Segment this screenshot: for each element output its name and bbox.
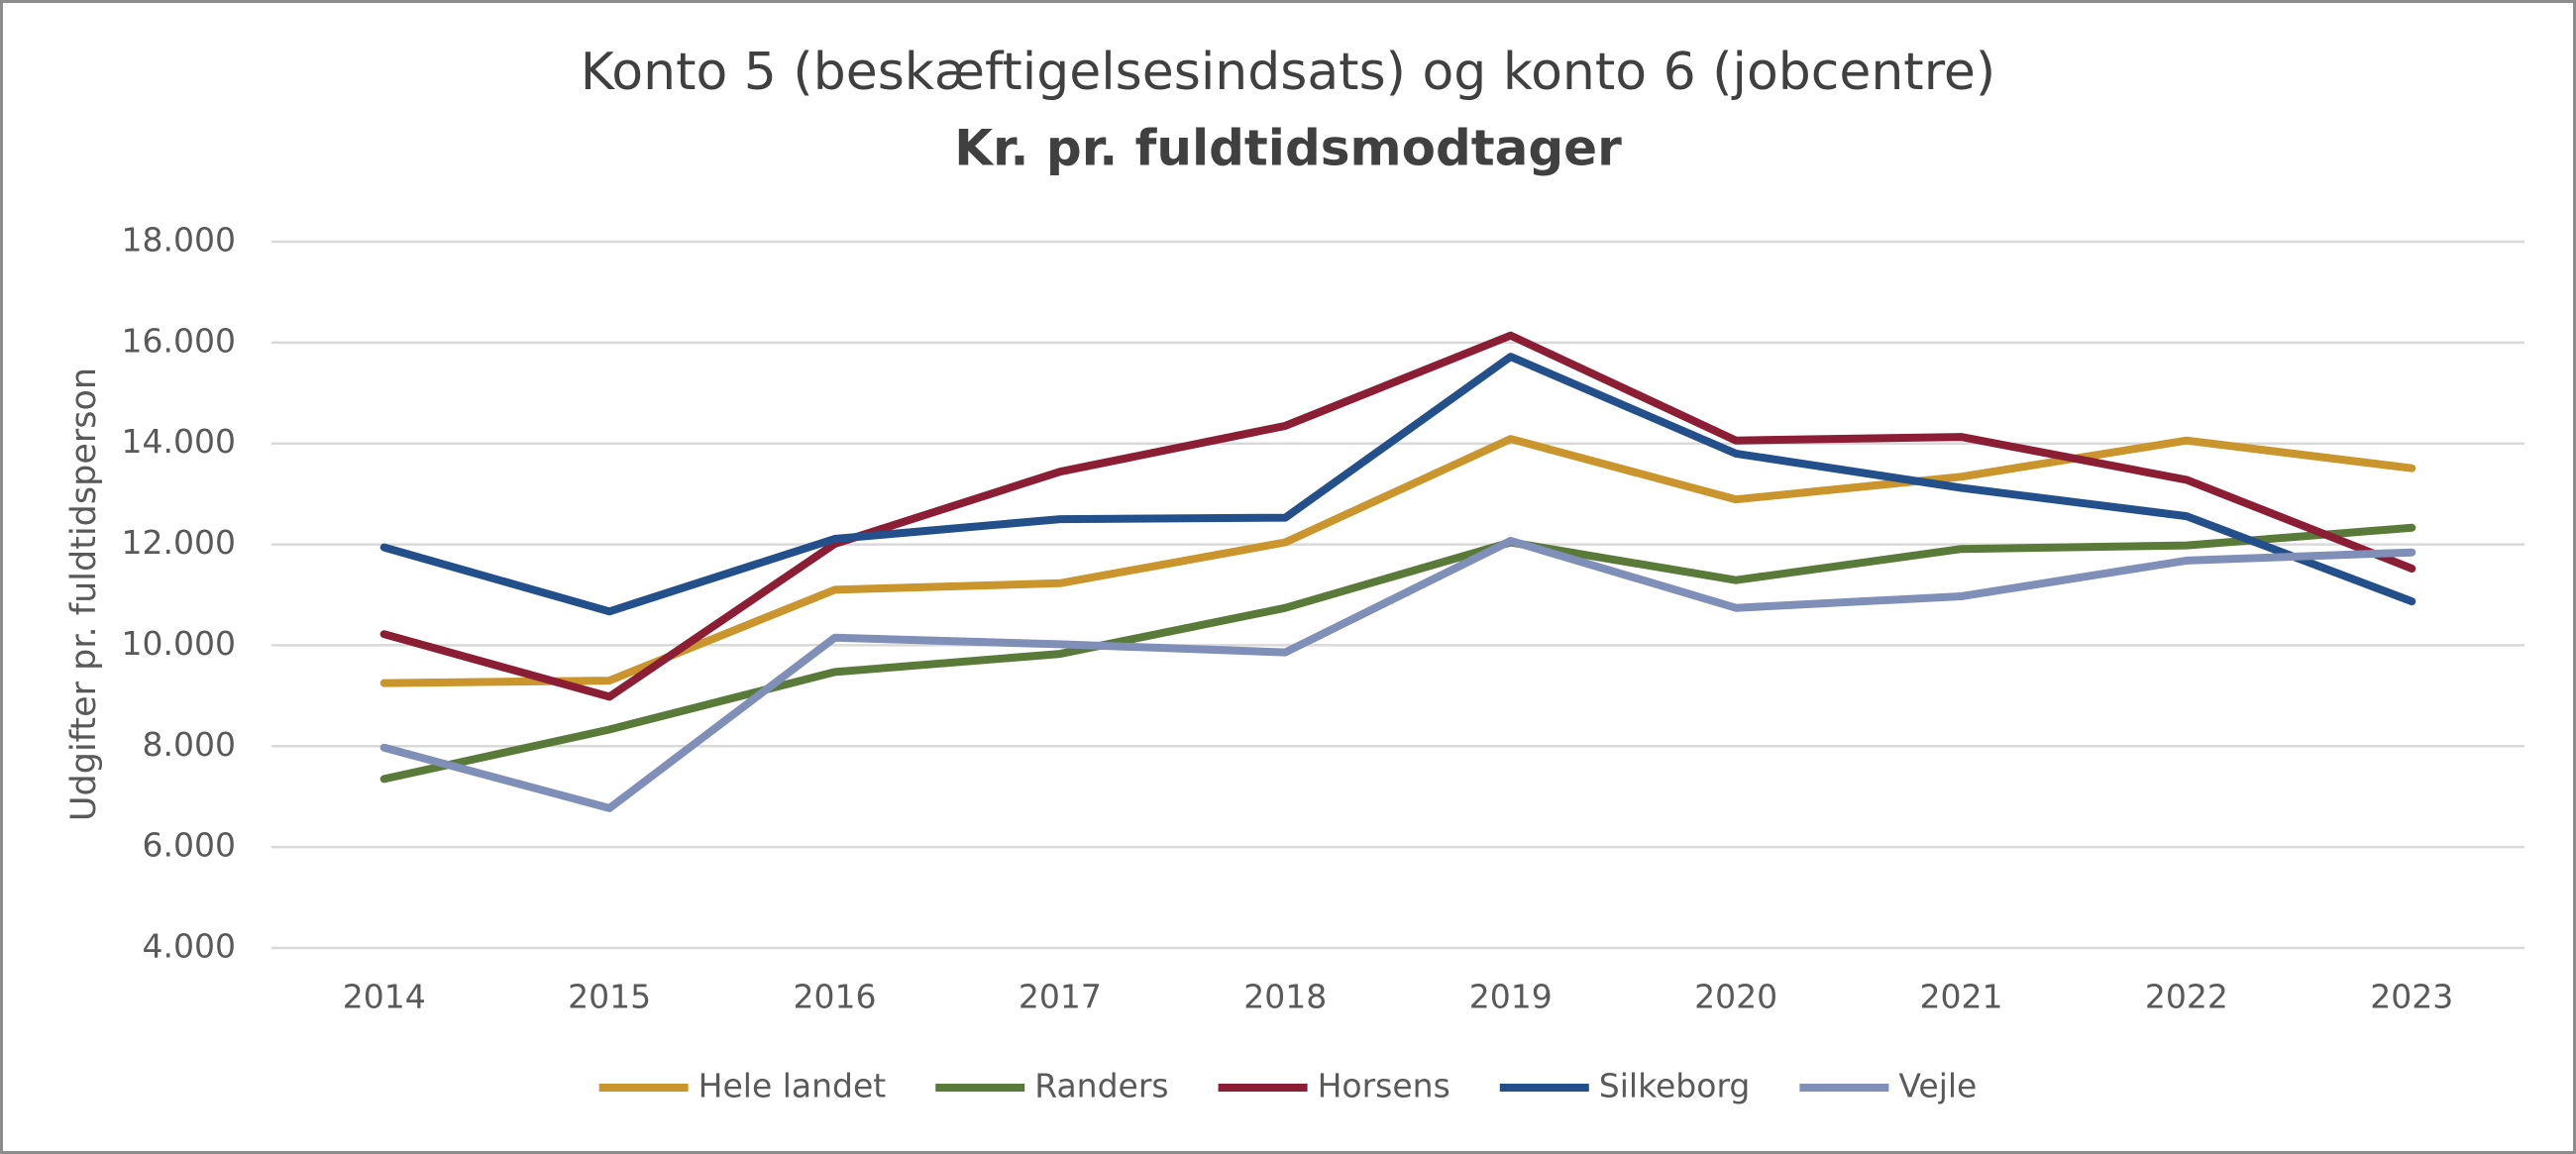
x-tick-label: 2014: [343, 978, 426, 1016]
x-tick-label: 2020: [1694, 978, 1777, 1016]
legend-label: Silkeborg: [1599, 1067, 1751, 1105]
x-tick-label: 2022: [2145, 978, 2228, 1016]
legend-label: Horsens: [1318, 1067, 1450, 1105]
series-line: [379, 353, 2416, 616]
x-tick-label: 2017: [1019, 978, 1102, 1016]
y-tick-label: 12.000: [122, 523, 236, 562]
legend-label: Randers: [1034, 1067, 1168, 1105]
x-tick-label: 2019: [1469, 978, 1553, 1016]
y-axis-label: Udgifter pr. fuldtidsperson: [64, 367, 104, 821]
chart-subtitle: Kr. pr. fuldtidsmodtager: [954, 120, 1622, 177]
series-line: [379, 331, 2416, 701]
y-tick-label: 18.000: [122, 221, 236, 260]
y-tick-label: 14.000: [122, 422, 236, 461]
y-tick-label: 4.000: [143, 927, 236, 966]
series-line: [379, 523, 2416, 784]
y-tick-label: 8.000: [143, 725, 236, 764]
x-tick-label: 2023: [2370, 978, 2453, 1016]
x-tick-label: 2015: [568, 978, 651, 1016]
x-tick-label: 2021: [1920, 978, 2003, 1016]
y-tick-label: 6.000: [143, 826, 236, 865]
y-tick-label: 10.000: [122, 624, 236, 663]
x-tick-label: 2016: [794, 978, 877, 1016]
chart-title: Konto 5 (beskæftigelsesindsats) og konto…: [581, 43, 1995, 102]
y-tick-label: 16.000: [122, 321, 236, 360]
legend-label: Vejle: [1898, 1067, 1977, 1105]
legend-label: Hele landet: [698, 1067, 887, 1105]
series-line: [379, 537, 2416, 812]
x-tick-label: 2018: [1243, 978, 1327, 1016]
